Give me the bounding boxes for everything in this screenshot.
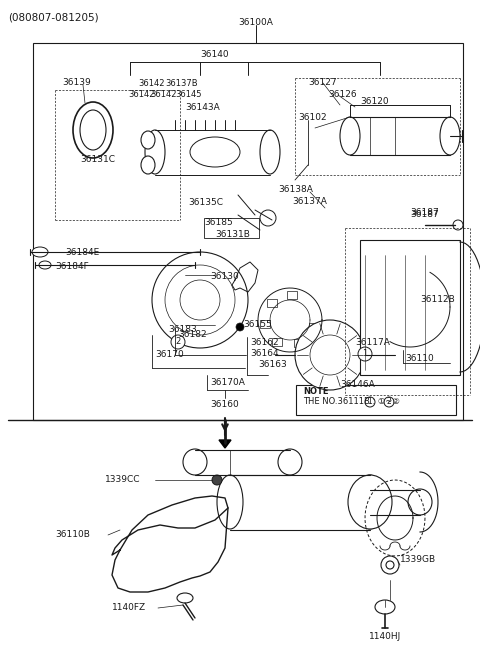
Ellipse shape bbox=[453, 220, 463, 230]
Ellipse shape bbox=[260, 210, 276, 226]
Ellipse shape bbox=[141, 156, 155, 174]
Text: 36130: 36130 bbox=[210, 272, 239, 281]
Text: 36131B: 36131B bbox=[215, 230, 250, 239]
Ellipse shape bbox=[408, 489, 432, 515]
Text: 1140HJ: 1140HJ bbox=[369, 632, 401, 641]
Circle shape bbox=[386, 561, 394, 569]
Circle shape bbox=[365, 397, 375, 407]
Text: 36127: 36127 bbox=[308, 78, 336, 87]
Text: 36135C: 36135C bbox=[188, 198, 223, 207]
Text: 2: 2 bbox=[386, 398, 391, 407]
Text: 36145: 36145 bbox=[175, 90, 202, 99]
Text: 36184F: 36184F bbox=[55, 262, 89, 271]
Text: 36160: 36160 bbox=[211, 400, 240, 409]
Ellipse shape bbox=[141, 131, 155, 149]
Text: 1: 1 bbox=[368, 398, 372, 407]
Text: 1339CC: 1339CC bbox=[105, 475, 141, 484]
Circle shape bbox=[381, 556, 399, 574]
Text: 36184E: 36184E bbox=[65, 248, 99, 257]
Text: 36110: 36110 bbox=[405, 354, 434, 363]
Ellipse shape bbox=[73, 102, 113, 158]
Text: 36137A: 36137A bbox=[292, 197, 327, 206]
Bar bbox=[33, 43, 463, 420]
Text: THE NO.36111B : ①~②: THE NO.36111B : ①~② bbox=[303, 397, 400, 406]
Text: 36112B: 36112B bbox=[420, 295, 455, 304]
Polygon shape bbox=[219, 440, 231, 448]
Text: 36170A: 36170A bbox=[210, 378, 245, 387]
Ellipse shape bbox=[440, 117, 460, 155]
Text: 36185: 36185 bbox=[204, 218, 233, 227]
Text: 36162: 36162 bbox=[250, 338, 278, 347]
Ellipse shape bbox=[310, 335, 350, 375]
Bar bbox=[287, 291, 297, 299]
Bar bbox=[296, 385, 456, 415]
Text: 36110B: 36110B bbox=[55, 530, 90, 539]
Text: 36182: 36182 bbox=[178, 330, 206, 339]
Text: 36187: 36187 bbox=[410, 210, 439, 219]
Text: 36163: 36163 bbox=[258, 360, 287, 369]
Ellipse shape bbox=[357, 475, 383, 529]
Text: 1: 1 bbox=[362, 350, 368, 358]
Bar bbox=[267, 298, 277, 307]
Text: 36170: 36170 bbox=[155, 350, 184, 359]
Circle shape bbox=[152, 252, 248, 348]
Ellipse shape bbox=[375, 600, 395, 614]
Ellipse shape bbox=[177, 593, 193, 603]
Circle shape bbox=[212, 475, 222, 485]
Circle shape bbox=[358, 347, 372, 361]
Circle shape bbox=[236, 323, 244, 331]
Ellipse shape bbox=[183, 449, 207, 475]
Bar bbox=[272, 338, 282, 346]
Text: 36140: 36140 bbox=[201, 50, 229, 59]
Text: 36102: 36102 bbox=[298, 113, 326, 122]
Bar bbox=[294, 339, 304, 347]
Bar bbox=[309, 323, 319, 331]
Bar bbox=[360, 240, 460, 375]
Text: 36142: 36142 bbox=[150, 90, 177, 99]
Circle shape bbox=[384, 397, 394, 407]
Text: 36120: 36120 bbox=[360, 97, 389, 106]
Text: 36137B: 36137B bbox=[165, 79, 198, 88]
Ellipse shape bbox=[145, 130, 165, 174]
Ellipse shape bbox=[190, 137, 240, 167]
Text: 36146A: 36146A bbox=[340, 380, 375, 389]
Ellipse shape bbox=[217, 475, 243, 529]
Text: 36138A: 36138A bbox=[278, 185, 313, 194]
Text: 36183: 36183 bbox=[168, 325, 197, 334]
Text: 1339GB: 1339GB bbox=[400, 555, 436, 564]
Text: 36164: 36164 bbox=[250, 349, 278, 358]
Circle shape bbox=[165, 265, 235, 335]
Ellipse shape bbox=[278, 449, 302, 475]
Ellipse shape bbox=[32, 247, 48, 257]
Text: 36100A: 36100A bbox=[239, 18, 274, 27]
Text: 36187: 36187 bbox=[410, 208, 439, 217]
Bar bbox=[260, 319, 270, 327]
Text: 36143A: 36143A bbox=[185, 103, 220, 112]
Ellipse shape bbox=[340, 117, 360, 155]
Text: 36117A: 36117A bbox=[355, 338, 390, 347]
Ellipse shape bbox=[39, 261, 51, 269]
Text: 36142: 36142 bbox=[128, 90, 155, 99]
Text: 36126: 36126 bbox=[328, 90, 357, 99]
Text: 36131C: 36131C bbox=[80, 155, 115, 164]
Text: 1140FZ: 1140FZ bbox=[112, 603, 146, 612]
Ellipse shape bbox=[260, 130, 280, 174]
Text: 36142: 36142 bbox=[138, 79, 165, 88]
Bar bbox=[204, 218, 259, 238]
Ellipse shape bbox=[295, 320, 365, 390]
Circle shape bbox=[171, 335, 185, 349]
Ellipse shape bbox=[80, 110, 106, 150]
Text: NOTE: NOTE bbox=[303, 387, 328, 396]
Ellipse shape bbox=[180, 280, 220, 320]
Text: (080807-081205): (080807-081205) bbox=[8, 12, 98, 22]
Ellipse shape bbox=[348, 475, 392, 529]
Text: 36139: 36139 bbox=[62, 78, 91, 87]
Text: 2: 2 bbox=[175, 337, 180, 346]
Text: 36155: 36155 bbox=[243, 320, 272, 329]
